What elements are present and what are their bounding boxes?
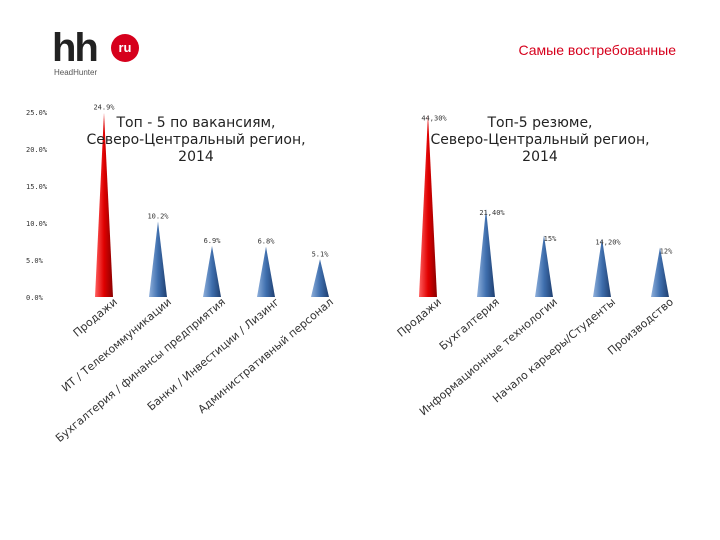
data-label: 10.2% (147, 213, 169, 221)
chart-title: 2014 (522, 149, 558, 165)
bar-cone (651, 247, 669, 297)
category-label: ИТ / Телекоммуникации (59, 295, 174, 394)
page-title: Самые востребованные (518, 42, 677, 58)
vacancies-chart: 0.0% 5.0% 10.0% 15.0% 20.0% 25.0% 24.9% Продажи… (26, 104, 336, 445)
y-tick-label: 15.0% (26, 183, 48, 191)
data-label: 15% (544, 235, 557, 243)
chart-title: Северо-Центральный регион, (430, 132, 649, 148)
resumes-chart: 44,30%Продажи21,40%Бухгалтерия15%Информа… (395, 114, 676, 418)
bar-cone (95, 112, 113, 298)
bar-cone (203, 245, 221, 297)
logo-subtitle: HeadHunter (54, 68, 98, 77)
bar-cone (535, 235, 553, 297)
category-label: Продажи (395, 295, 444, 339)
category-label: Продажи (71, 295, 120, 339)
y-tick-label: 25.0% (26, 109, 48, 117)
data-label: 5.1% (312, 250, 330, 258)
bar-cone (149, 221, 167, 297)
headhunter-logo: hh ru HeadHunter (52, 26, 142, 80)
bar-cone (477, 208, 495, 297)
y-tick-label: 0.0% (26, 294, 44, 302)
data-label: 14,20% (595, 238, 621, 246)
chart-title: Топ - 5 по вакансиям, (116, 115, 276, 131)
bar-cone (593, 238, 611, 297)
logo-ru-badge: ru (111, 34, 139, 62)
chart-title: Северо-Центральный регион, (86, 132, 305, 148)
bar-cone (257, 246, 275, 297)
data-label: 24.9% (93, 104, 115, 112)
data-label: 21,40% (479, 209, 505, 217)
logo-hh-text: hh (52, 26, 99, 70)
chart-title: Топ-5 резюме, (486, 115, 592, 131)
data-label: 12% (660, 248, 673, 256)
category-label: Начало карьеры/Студенты (490, 295, 618, 405)
y-tick-label: 20.0% (26, 146, 48, 154)
bar-cone (311, 259, 329, 297)
data-label: 6.9% (204, 237, 222, 245)
y-tick-label: 5.0% (26, 257, 44, 265)
bar-cone (419, 114, 437, 297)
chart-title: 2014 (178, 149, 214, 165)
data-label: 44,30% (421, 114, 447, 122)
y-tick-label: 10.0% (26, 220, 48, 228)
data-label: 6.8% (258, 238, 276, 246)
